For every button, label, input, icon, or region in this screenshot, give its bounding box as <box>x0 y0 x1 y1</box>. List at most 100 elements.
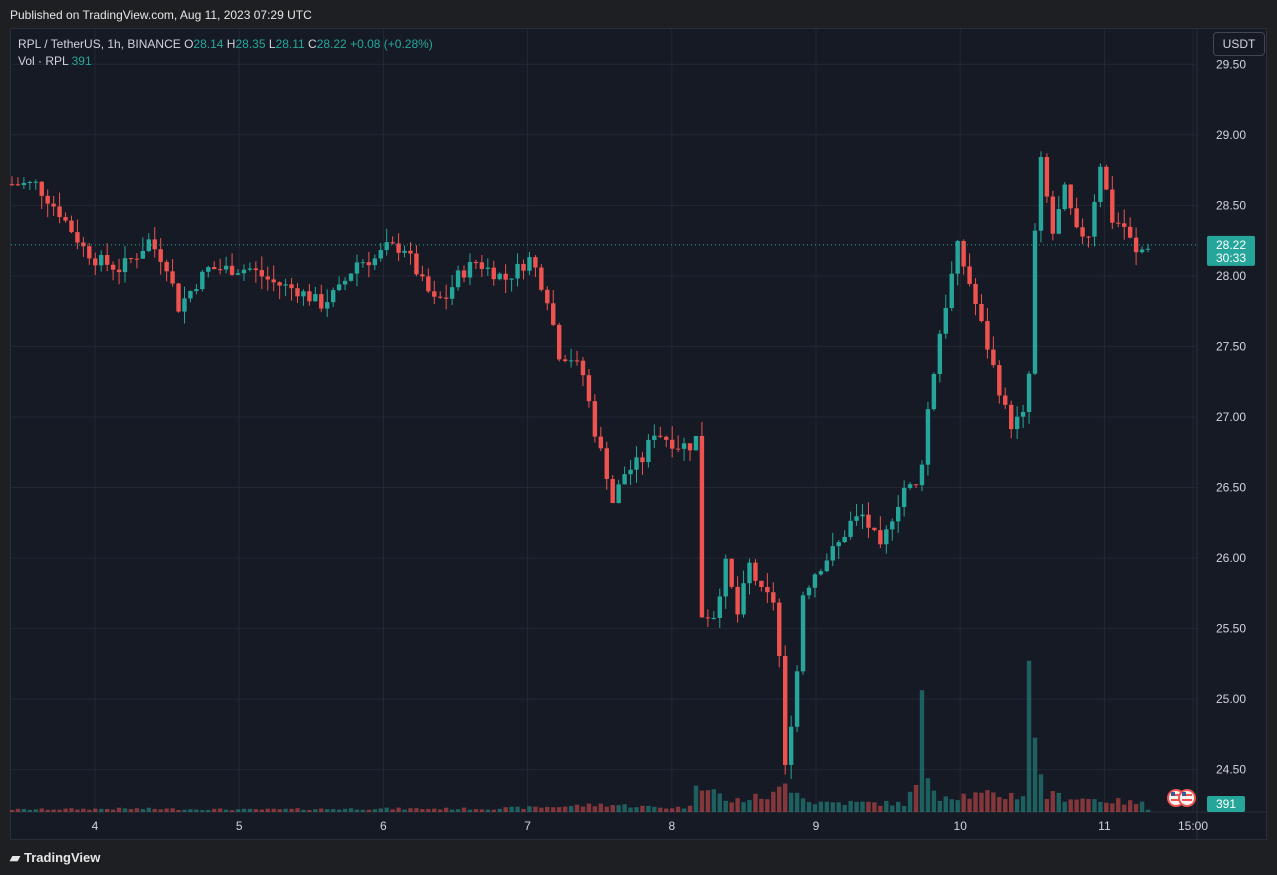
change-value: +0.08 (+0.28%) <box>350 37 433 51</box>
x-tick-label: 6 <box>380 819 387 833</box>
tradingview-logo[interactable]: ▰ TradingView <box>10 850 100 866</box>
volume-bar <box>283 808 288 812</box>
volume-row: Vol · RPL 391 <box>18 53 433 70</box>
candle <box>872 527 877 532</box>
candle <box>771 582 776 611</box>
volume-bar <box>991 792 996 812</box>
volume-bar <box>961 793 966 812</box>
volume-bar <box>39 808 44 812</box>
volume-bar <box>414 808 419 812</box>
volume-bar <box>1056 792 1061 812</box>
volume-bar <box>1133 804 1139 812</box>
candle <box>1050 190 1056 241</box>
chart-panel[interactable] <box>10 28 1267 840</box>
candle <box>402 245 407 258</box>
candle <box>265 266 270 291</box>
candle <box>247 262 253 272</box>
volume-bar <box>943 796 948 812</box>
volume-bar <box>212 808 217 812</box>
candle <box>533 255 538 278</box>
candle <box>610 474 615 504</box>
candle <box>788 715 794 779</box>
volume-bar <box>170 808 175 812</box>
volume-bar <box>87 809 92 812</box>
volume-bar <box>1074 799 1079 812</box>
candle <box>759 580 764 592</box>
volume-bar <box>110 809 116 812</box>
candle <box>289 278 294 301</box>
volume-bar <box>985 790 990 812</box>
volume-bar <box>681 808 687 812</box>
publish-text: Published on TradingView.com, Aug 11, 20… <box>10 8 312 22</box>
candle <box>693 435 699 451</box>
volume-bar <box>794 792 800 812</box>
volume-bar <box>979 792 984 812</box>
volume-bar <box>1050 791 1056 812</box>
volume-bar <box>372 809 378 812</box>
volume-bar <box>158 809 163 812</box>
volume-bar <box>949 799 954 812</box>
volume-label[interactable]: Vol · RPL <box>18 54 69 68</box>
candle <box>200 269 205 292</box>
candle <box>747 558 752 595</box>
volume-bar <box>527 806 532 812</box>
high-label: H <box>226 37 236 51</box>
volume-bar <box>461 807 467 812</box>
candle <box>194 284 199 295</box>
candle <box>1074 197 1079 229</box>
candle <box>860 504 865 530</box>
volume-bar <box>99 808 104 812</box>
candle <box>848 511 853 540</box>
candle <box>307 283 312 306</box>
volume-bar <box>735 798 740 812</box>
volume-bar <box>866 801 871 812</box>
candle <box>1110 176 1115 229</box>
volume-bar <box>533 806 538 812</box>
candle <box>420 265 425 282</box>
volume-bar <box>973 792 978 812</box>
candle <box>1086 235 1091 248</box>
high-value: 28.35 <box>235 37 266 51</box>
volume-bar <box>182 809 187 812</box>
volume-bar <box>223 809 229 812</box>
volume-bar <box>63 808 68 812</box>
candle <box>271 265 276 292</box>
volume-bar <box>556 807 562 812</box>
volume-bar <box>301 809 306 812</box>
candle <box>354 254 360 287</box>
volume-bar <box>473 809 479 812</box>
us-flag-event-icon[interactable] <box>1178 789 1196 807</box>
candle <box>919 460 925 492</box>
candle <box>330 287 336 308</box>
candle <box>622 466 627 485</box>
candle <box>527 251 532 275</box>
volume-bar <box>235 809 241 812</box>
volume-bar <box>622 804 627 812</box>
symbol-label[interactable]: RPL / TetherUS, 1h, BINANCE <box>18 37 181 51</box>
volume-bar <box>390 809 395 812</box>
currency-button[interactable]: USDT <box>1213 32 1265 56</box>
volume-bar <box>729 802 734 812</box>
candle <box>15 177 21 187</box>
candle <box>128 257 134 264</box>
candle <box>99 250 104 272</box>
candle <box>562 354 568 363</box>
candle <box>497 272 502 281</box>
candle <box>253 261 259 283</box>
volume-bar <box>937 800 943 812</box>
candle <box>1080 218 1085 245</box>
candle <box>313 286 318 302</box>
candle <box>711 611 717 620</box>
candle <box>854 503 859 526</box>
volume-bar <box>788 792 794 812</box>
volume-bar <box>378 808 383 812</box>
volume-badge: 391 <box>1207 796 1245 812</box>
candle <box>325 289 330 318</box>
volume-bar <box>1086 799 1091 812</box>
volume-bar <box>1003 799 1008 812</box>
candle <box>741 570 746 618</box>
volume-bar <box>895 801 901 812</box>
volume-bar <box>336 809 342 812</box>
volume-bar <box>771 791 776 812</box>
